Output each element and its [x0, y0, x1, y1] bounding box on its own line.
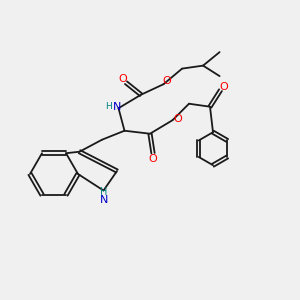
Text: O: O	[220, 82, 229, 92]
Text: H: H	[100, 187, 108, 197]
Text: O: O	[118, 74, 127, 84]
Text: O: O	[173, 114, 182, 124]
Text: O: O	[162, 76, 171, 86]
Text: N: N	[113, 102, 121, 112]
Text: H: H	[105, 102, 111, 111]
Text: N: N	[100, 195, 108, 205]
Text: O: O	[148, 154, 158, 164]
